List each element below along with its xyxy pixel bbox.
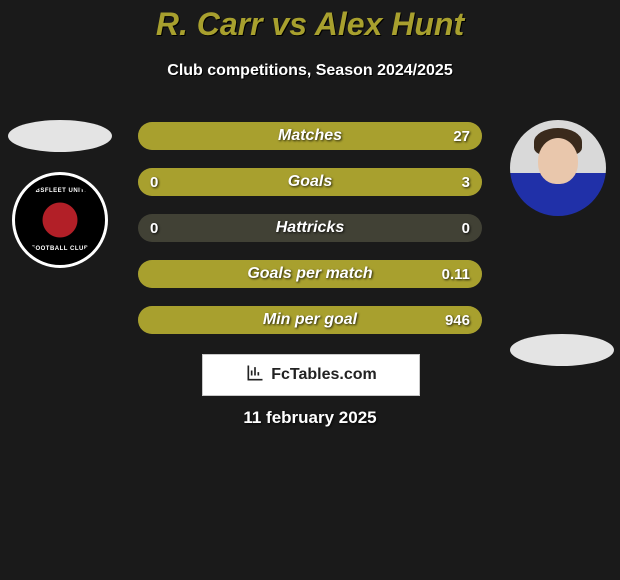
page-subtitle: Club competitions, Season 2024/2025 [0,62,620,80]
brand-chart-icon [245,363,265,388]
right-player-photo [510,120,606,216]
stat-label: Min per goal [138,306,482,334]
stat-bar: Min per goal946 [138,306,482,334]
stat-value-left: 0 [150,168,158,196]
stat-bar: Hattricks0 0 [138,214,482,242]
club-badge-text-top: EBBSFLEET UNITED [22,188,98,194]
stat-bar: Matches27 [138,122,482,150]
stat-value-right: 0.11 [442,260,470,288]
stat-value-right: 3 [462,168,470,196]
stat-value-right: 946 [445,306,470,334]
stat-label: Matches [138,122,482,150]
left-player-photo-placeholder [8,120,112,152]
brand-label: FcTables.com [271,366,377,384]
stat-bar: Goals0 3 [138,168,482,196]
stat-value-left: 0 [150,214,158,242]
left-club-badge: EBBSFLEET UNITED FOOTBALL CLUB [12,172,108,268]
right-club-badge-placeholder [510,334,614,366]
left-player-column: EBBSFLEET UNITED FOOTBALL CLUB [8,120,112,268]
stat-label: Goals per match [138,260,482,288]
stats-panel: Matches27Goals03Hattricks00Goals per mat… [138,122,482,352]
stat-bar: Goals per match0.11 [138,260,482,288]
page-title: R. Carr vs Alex Hunt [0,6,620,43]
stat-value-right: 27 [453,122,470,150]
brand-box[interactable]: FcTables.com [202,354,420,396]
date-label: 11 february 2025 [0,408,620,428]
right-player-column [510,120,614,366]
stat-value-right: 0 [462,214,470,242]
stat-label: Goals [138,168,482,196]
club-badge-text-bottom: FOOTBALL CLUB [22,246,98,252]
stat-label: Hattricks [138,214,482,242]
